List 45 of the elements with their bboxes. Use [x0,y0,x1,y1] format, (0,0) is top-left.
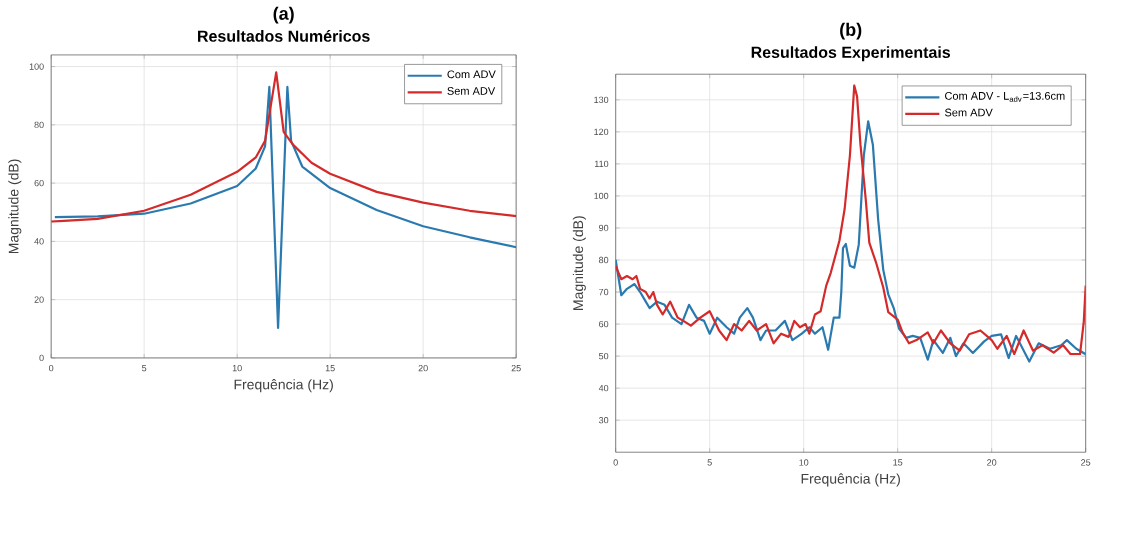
y-tick-label: 20 [34,296,44,303]
y-tick-label: 40 [34,238,44,245]
x-tick-label: 0 [613,459,618,466]
y-tick-label: 80 [598,256,609,264]
chart-subtitle: Resultados Experimentais [751,46,951,62]
y-tick-label: 80 [34,121,44,128]
y-tick-label: 60 [34,179,44,187]
y-tick-label: 100 [594,192,609,200]
line-series [51,71,517,223]
x-tick-label: 15 [893,459,903,466]
chart-subtitle: Resultados Numéricos [198,29,370,42]
y-tick-label: 60 [599,320,609,328]
x-axis-title: Frequência (Hz) [801,473,900,487]
x-tick-label: 5 [142,364,147,372]
x-tick-label: 20 [418,364,428,372]
y-tick-label: 0 [39,354,44,362]
x-tick-label: 25 [1081,459,1091,466]
x-tick-label: 10 [232,364,242,372]
legend-label: Com ADV - L$_{adv}$=13.6cm [945,91,1065,102]
x-tick-label: 0 [49,364,54,372]
x-tick-label: 25 [511,364,521,372]
line-series [615,84,1086,356]
line-series [615,120,1086,363]
y-tick-label: 110 [594,160,609,168]
x-tick-label: 20 [987,459,997,466]
legend-label: Sem ADV [447,87,496,95]
x-tick-label: 15 [325,364,335,372]
y-tick-label: 90 [599,224,609,232]
chart-title: (a) [273,6,294,24]
y-axis-title: Magnitude (dB) [8,159,22,254]
y-tick-label: 40 [598,384,609,392]
y-tick-label: 30 [598,416,609,424]
legend-label: Sem ADV [944,108,993,117]
y-tick-label: 100 [29,63,44,70]
x-axis-title: Frequência (Hz) [234,379,333,393]
line-series [53,85,517,329]
x-tick-label: 5 [707,459,712,466]
y-tick-label: 70 [599,288,609,296]
chart-title: (b) [840,22,862,40]
y-tick-label: 120 [594,128,609,136]
x-tick-label: 10 [799,459,809,466]
y-tick-label: 50 [598,352,609,360]
y-tick-label: 130 [594,96,609,103]
y-axis-title: Magnitude (dB) [572,216,586,310]
legend-label: Com ADV [447,70,496,79]
